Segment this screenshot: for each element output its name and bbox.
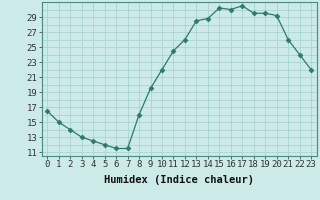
X-axis label: Humidex (Indice chaleur): Humidex (Indice chaleur) [104, 175, 254, 185]
